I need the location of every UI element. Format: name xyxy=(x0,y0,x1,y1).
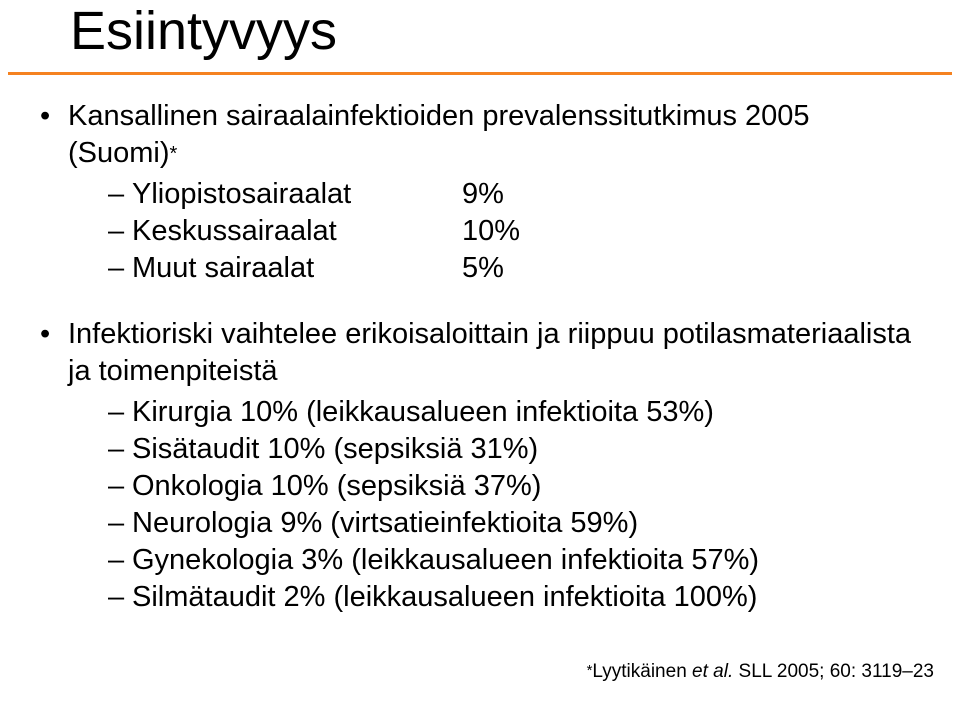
item-3: Neurologia 9% (virtsatieinfektioita 59%) xyxy=(108,505,920,542)
slide: Esiintyvyys Kansallinen sairaalainfektio… xyxy=(0,0,960,701)
bullet-1: Kansallinen sairaalainfektioiden prevale… xyxy=(40,98,920,288)
footnote-author: Lyytikäinen xyxy=(592,661,692,682)
title-rule xyxy=(8,72,952,75)
item-1: Sisätaudit 10% (sepsiksiä 31%) xyxy=(108,431,920,468)
item-5: Silmätaudit 2% (leikkausalueen infektioi… xyxy=(108,579,920,616)
slide-title: Esiintyvyys xyxy=(70,0,337,62)
footnote: *Lyytikäinen et al. SLL 2005; 60: 3119–2… xyxy=(587,661,934,683)
row-0-label: Yliopistosairaalat xyxy=(132,176,462,213)
footnote-etal: et al. xyxy=(692,661,738,682)
bullet-2-text: Infektioriski vaihtelee erikoisaloittain… xyxy=(68,318,911,387)
row-2-label: Muut sairaalat xyxy=(132,250,462,287)
row-1-label: Keskussairaalat xyxy=(132,213,462,250)
bullet-1-rows: Yliopistosairaalat 9% Keskussairaalat 10… xyxy=(68,176,920,287)
row-0: Yliopistosairaalat 9% xyxy=(108,176,920,213)
row-1: Keskussairaalat 10% xyxy=(108,213,920,250)
slide-content: Kansallinen sairaalainfektioiden prevale… xyxy=(40,98,920,644)
row-2-val: 5% xyxy=(462,250,542,287)
bullet-2: Infektioriski vaihtelee erikoisaloittain… xyxy=(40,316,920,617)
bullet-list: Kansallinen sairaalainfektioiden prevale… xyxy=(40,98,920,616)
row-1-val: 10% xyxy=(462,213,542,250)
row-0-val: 9% xyxy=(462,176,542,213)
item-2: Onkologia 10% (sepsiksiä 37%) xyxy=(108,468,920,505)
item-0: Kirurgia 10% (leikkausalueen infektioita… xyxy=(108,394,920,431)
row-2: Muut sairaalat 5% xyxy=(108,250,920,287)
bullet-1-text: Kansallinen sairaalainfektioiden prevale… xyxy=(68,100,810,169)
item-4: Gynekologia 3% (leikkausalueen infektioi… xyxy=(108,542,920,579)
bullet-2-items: Kirurgia 10% (leikkausalueen infektioita… xyxy=(68,394,920,617)
footnote-ref: SLL 2005; 60: 3119–23 xyxy=(739,661,934,682)
bullet-1-asterisk: * xyxy=(170,143,178,165)
